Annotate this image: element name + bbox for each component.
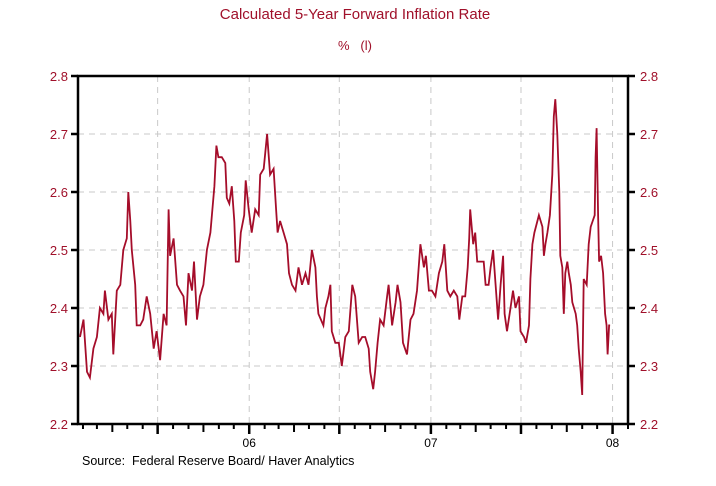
source-note: Source: Federal Reserve Board/ Haver Ana…: [82, 454, 354, 468]
axes: 2.2 2.2 2.3 2.3 2.4 2.4 2.5 2.5 2.6 2.6 2.7 2.7 2.8 2…: [50, 69, 658, 450]
y-tick-label-right: 2.2: [640, 417, 658, 432]
chart-subtitle: % (l): [338, 38, 372, 53]
y-tick-label-right: 2.5: [640, 243, 658, 258]
y-tick-label-left: 2.3: [50, 359, 68, 374]
y-tick-label-right: 2.3: [640, 359, 658, 374]
y-tick-label-right: 2.8: [640, 69, 658, 84]
y-tick-label-left: 2.2: [50, 417, 68, 432]
y-tick-label-right: 2.4: [640, 301, 658, 316]
x-tick-label: 08: [606, 436, 620, 450]
x-tick-label: 07: [424, 436, 438, 450]
series-line: [79, 99, 611, 396]
y-tick-label-left: 2.8: [50, 69, 68, 84]
y-tick-label-left: 2.6: [50, 185, 68, 200]
x-tick-label: 06: [243, 436, 257, 450]
series-layer: [79, 99, 611, 396]
y-tick-label-right: 2.6: [640, 185, 658, 200]
y-tick-label-left: 2.4: [50, 301, 68, 316]
y-tick-label-left: 2.5: [50, 243, 68, 258]
y-tick-label-right: 2.7: [640, 127, 658, 142]
y-tick-label-left: 2.7: [50, 127, 68, 142]
gridlines: [78, 76, 628, 424]
chart-title: Calculated 5-Year Forward Inflation Rate: [220, 6, 490, 23]
